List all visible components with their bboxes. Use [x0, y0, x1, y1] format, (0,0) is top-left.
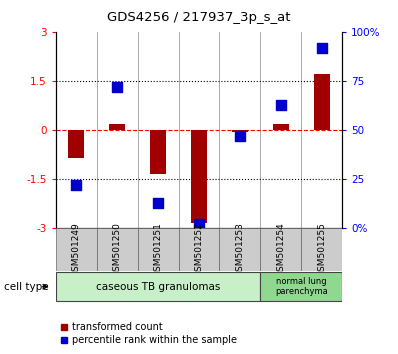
Point [155, 200, 161, 206]
Bar [109, 124, 125, 130]
Bar [191, 130, 207, 223]
Bar [232, 130, 248, 132]
Bar [314, 74, 330, 130]
Bar [138, 228, 179, 271]
Bar [68, 130, 84, 158]
Point [196, 222, 202, 227]
Text: GSM501251: GSM501251 [154, 222, 162, 277]
Bar [97, 228, 138, 271]
Bar [301, 228, 342, 271]
Text: GSM501254: GSM501254 [276, 222, 285, 277]
Bar [179, 228, 219, 271]
Bar [56, 273, 260, 301]
Point [114, 84, 120, 90]
Text: GSM501252: GSM501252 [195, 222, 203, 277]
Bar [56, 228, 97, 271]
Bar [150, 130, 166, 174]
Text: GSM501249: GSM501249 [72, 222, 81, 277]
Point [73, 182, 79, 188]
Legend: transformed count, percentile rank within the sample: transformed count, percentile rank withi… [57, 319, 241, 349]
Text: caseous TB granulomas: caseous TB granulomas [96, 282, 220, 292]
Text: GSM501253: GSM501253 [236, 222, 244, 277]
Point [237, 133, 243, 139]
Text: GDS4256 / 217937_3p_s_at: GDS4256 / 217937_3p_s_at [107, 11, 291, 24]
Bar [219, 228, 260, 271]
Text: GSM501255: GSM501255 [317, 222, 326, 277]
Point [278, 102, 284, 107]
Bar [260, 273, 342, 301]
Text: cell type: cell type [4, 282, 49, 292]
Bar [260, 228, 301, 271]
Point [319, 45, 325, 50]
Text: normal lung
parenchyma: normal lung parenchyma [275, 277, 328, 296]
Bar [273, 124, 289, 130]
Text: GSM501250: GSM501250 [113, 222, 122, 277]
